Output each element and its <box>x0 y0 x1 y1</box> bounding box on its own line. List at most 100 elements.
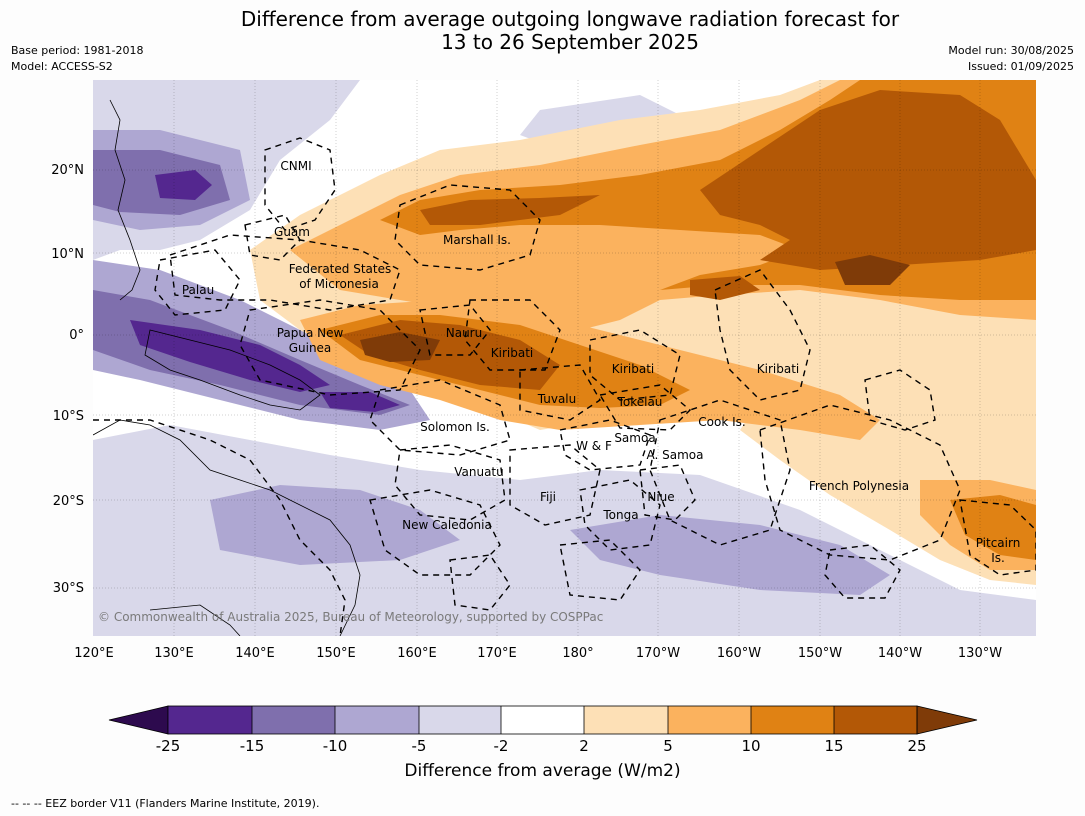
colorbar-bin <box>834 706 917 734</box>
label-tokelau: Tokelau <box>617 395 663 409</box>
lon-tick: 140°E <box>235 646 275 661</box>
eez-austral <box>824 544 901 599</box>
label-american-samoa: A. Samoa <box>647 448 704 462</box>
lon-tick: 150°W <box>798 646 842 661</box>
label-cook-islands: Cook Is. <box>698 415 745 429</box>
longitude-ticks: 120°E 130°E 140°E 150°E 160°E 170°E 180°… <box>74 646 1002 661</box>
label-new-caledonia: New Caledonia <box>402 518 492 532</box>
colorbar-bin <box>252 706 335 734</box>
eez-marshall <box>394 184 541 271</box>
eez-new-caledonia <box>369 489 501 576</box>
label-niue: Niue <box>647 490 674 504</box>
label-tuvalu: Tuvalu <box>537 392 577 406</box>
lon-tick: 160°W <box>717 646 761 661</box>
colorbar-tick: 2 <box>579 737 589 755</box>
lat-tick: 30°S <box>53 581 84 596</box>
label-palau: Palau <box>182 283 214 297</box>
anomaly-field <box>93 80 1036 636</box>
lon-tick: 170°W <box>636 646 680 661</box>
equatorial-peak-positive <box>360 332 440 362</box>
region-labels: CNMI Guam Marshall Is. Federated States … <box>182 159 1020 565</box>
label-guam: Guam <box>274 225 310 239</box>
eez-niue <box>639 464 696 521</box>
eez-legend-note: -- -- -- EEZ border V11 (Flanders Marine… <box>11 797 320 810</box>
colorbar-bin <box>168 706 252 734</box>
eez-cnmi <box>264 137 336 231</box>
label-fsm-line1: Federated States <box>289 262 391 276</box>
lat-tick: 20°N <box>51 163 84 178</box>
lat-tick: 10°S <box>53 409 84 424</box>
colorbar-bin <box>584 706 668 734</box>
colorbar-bin <box>419 706 501 734</box>
eez-fsm <box>169 234 401 311</box>
lon-tick: 150°E <box>316 646 356 661</box>
label-french-polynesia: French Polynesia <box>809 479 909 493</box>
eez-tokelau <box>598 384 692 431</box>
colorbar-label: Difference from average (W/m2) <box>404 761 681 781</box>
south-central-moderate-negative <box>570 515 890 595</box>
label-kiribati-east: Kiribati <box>757 362 799 376</box>
eez-guam <box>244 214 301 261</box>
latitude-ticks: 20°N 10°N 0° 10°S 20°S 30°S <box>51 163 84 596</box>
colorbar-tick: 5 <box>663 737 673 755</box>
label-fiji: Fiji <box>540 490 556 504</box>
label-vanuatu: Vanuatu <box>454 465 504 479</box>
label-tonga: Tonga <box>602 508 638 522</box>
png-core-negative <box>130 320 330 392</box>
label-png-line1: Papua New <box>277 326 344 340</box>
colorbar-extend-high <box>916 705 978 735</box>
copyright-notice: © Commonwealth of Australia 2025, Bureau… <box>98 610 603 624</box>
label-kiribati-west: Kiribati <box>491 346 533 360</box>
colorbar-bin <box>668 706 751 734</box>
eez-solomon <box>369 379 511 456</box>
lon-tick: 120°E <box>74 646 114 661</box>
eez-fiji <box>509 444 601 526</box>
eez-png <box>239 299 421 396</box>
eez-palau <box>154 249 241 316</box>
lon-tick: 130°E <box>154 646 194 661</box>
label-pitcairn-line2: Is. <box>991 551 1005 565</box>
colorbar-tick: -15 <box>240 737 265 755</box>
ne-peak-positive <box>835 255 910 285</box>
central-peak-positive <box>690 276 760 300</box>
colorbar-tick: 10 <box>741 737 760 755</box>
issued-text: Issued: 01/09/2025 <box>967 60 1074 73</box>
base-period-text: Base period: 1981-2018 <box>11 44 144 57</box>
colorbar-tick: -2 <box>494 737 509 755</box>
philippines-land <box>109 99 141 301</box>
colorbar: -25 -15 -10 -5 -2 2 5 10 15 25 <box>108 705 978 755</box>
label-wallis-futuna: W & F <box>576 439 612 453</box>
solomon-core-negative <box>320 392 400 412</box>
lon-tick: 180° <box>562 646 593 661</box>
model-text: Model: ACCESS-S2 <box>11 60 113 73</box>
colorbar-tick: -10 <box>323 737 348 755</box>
lon-tick: 170°E <box>477 646 517 661</box>
nw-core-negative <box>155 170 212 200</box>
se-strong-positive <box>950 495 1036 560</box>
eez-australia-east <box>93 419 346 636</box>
eez-pitcairn <box>959 499 1036 576</box>
eez-norfolk <box>449 554 511 611</box>
australia-land <box>93 419 361 636</box>
label-pitcairn-line1: Pitcairn <box>976 536 1021 550</box>
colorbar-bin <box>335 706 419 734</box>
eez-vanuatu <box>394 444 506 521</box>
eez-borders <box>93 137 1036 636</box>
coral-sea-moderate-negative <box>210 485 460 565</box>
meta-left: Base period: 1981-2018 Model: ACCESS-S2 <box>11 43 143 75</box>
lat-tick: 20°S <box>53 494 84 509</box>
title-line-1: Difference from average outgoing longwav… <box>240 7 900 31</box>
lat-tick: 0° <box>69 328 84 343</box>
colorbar-tick: 15 <box>824 737 843 755</box>
colorbar-tick: -5 <box>412 737 427 755</box>
ne-core-positive <box>700 90 1036 270</box>
graticule <box>93 80 1036 636</box>
colorbar-extend-low <box>108 705 169 735</box>
new-guinea-land <box>144 329 321 411</box>
lon-tick: 130°W <box>958 646 1002 661</box>
eez-clipperton <box>864 369 936 431</box>
eez-kiribati-west <box>464 299 561 371</box>
lon-tick: 140°W <box>878 646 922 661</box>
label-png-line2: Guinea <box>289 341 332 355</box>
